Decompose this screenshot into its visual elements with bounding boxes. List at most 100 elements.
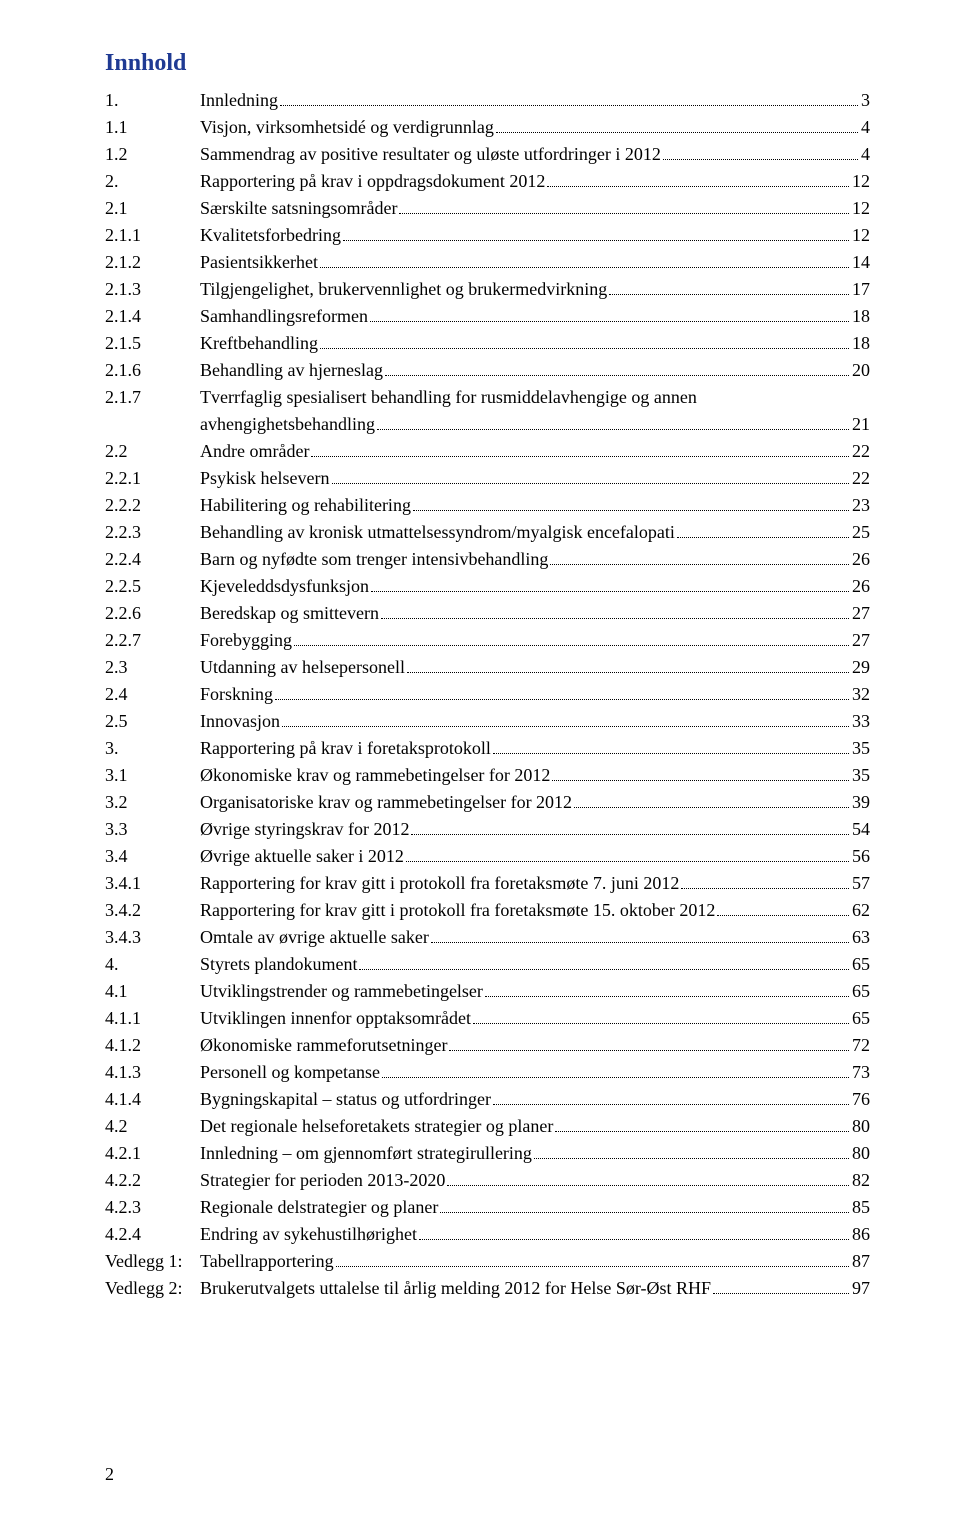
toc-entry: 4.1.3Personell og kompetanse73 [105,1059,870,1086]
toc-entry-page: 65 [852,951,870,978]
toc-entry-page: 12 [852,168,870,195]
toc-entry: 1.2Sammendrag av positive resultater og … [105,141,870,168]
toc-leader [411,834,849,835]
toc-entry: 4.2Det regionale helseforetakets strateg… [105,1113,870,1140]
toc-entry-body: Innovasjon33 [200,708,870,735]
toc-entry-text: Visjon, virksomhetsidé og verdigrunnlag [200,114,494,141]
toc-entry-body: Omtale av øvrige aktuelle saker63 [200,924,870,951]
toc-entry-body: Behandling av hjerneslag20 [200,357,870,384]
toc-entry: 3.1Økonomiske krav og rammebetingelser f… [105,762,870,789]
toc-entry: 2.1.2Pasientsikkerhet14 [105,249,870,276]
toc-entry-number: 4.2.4 [105,1221,200,1248]
toc-entry: 1.1Visjon, virksomhetsidé og verdigrunnl… [105,114,870,141]
toc-entry: Vedlegg 1:Tabellrapportering87 [105,1248,870,1275]
toc-entry-body: Habilitering og rehabilitering23 [200,492,870,519]
toc-entry-body: Innledning – om gjennomført strategirull… [200,1140,870,1167]
toc-entry-text: Økonomiske rammeforutsetninger [200,1032,447,1059]
toc-entry: 4.1.4Bygningskapital – status og utfordr… [105,1086,870,1113]
toc-entry-body: Økonomiske krav og rammebetingelser for … [200,762,870,789]
toc-entry-text: Innledning – om gjennomført strategirull… [200,1140,532,1167]
toc-entry: 3.4.1Rapportering for krav gitt i protok… [105,870,870,897]
toc-entry-body: Kvalitetsforbedring12 [200,222,870,249]
toc-entry-body: Behandling av kronisk utmattelsessyndrom… [200,519,870,546]
page-number: 2 [105,1464,114,1485]
toc-entry-page: 87 [852,1248,870,1275]
toc-entry-number: 2.2.5 [105,573,200,600]
toc-entry-text: Kreftbehandling [200,330,318,357]
toc-leader [717,915,849,916]
toc-entry: 2.2.6Beredskap og smittevern27 [105,600,870,627]
toc-entry-body: Innledning3 [200,87,870,114]
table-of-contents: 1.Innledning31.1Visjon, virksomhetsidé o… [105,87,870,1302]
document-page: Innhold 1.Innledning31.1Visjon, virksomh… [0,0,960,1515]
toc-entry-number: 2.5 [105,708,200,735]
toc-entry-text: Organisatoriske krav og rammebetingelser… [200,789,572,816]
toc-entry-text: Forskning [200,681,273,708]
toc-entry-page: 54 [852,816,870,843]
toc-title: Innhold [105,50,870,77]
toc-entry-page: 27 [852,627,870,654]
toc-leader [377,429,849,430]
toc-entry: 2.4Forskning32 [105,681,870,708]
toc-entry-text: Bygningskapital – status og utfordringer [200,1086,491,1113]
toc-entry-text: Psykisk helsevern [200,465,330,492]
toc-entry-text: Utviklingstrender og rammebetingelser [200,978,483,1005]
toc-entry-text: Behandling av kronisk utmattelsessyndrom… [200,519,675,546]
toc-entry-text: Øvrige styringskrav for 2012 [200,816,409,843]
toc-entry-number: 2.1.4 [105,303,200,330]
toc-entry-number: 4.2.3 [105,1194,200,1221]
toc-entry-page: 35 [852,735,870,762]
toc-entry-body: Endring av sykehustilhørighet86 [200,1221,870,1248]
toc-entry-number: 1.1 [105,114,200,141]
toc-leader [359,969,849,970]
toc-entry-number: 2.2.1 [105,465,200,492]
toc-entry-text: Sammendrag av positive resultater og ulø… [200,141,661,168]
toc-entry-page: 12 [852,195,870,222]
toc-entry-text: Det regionale helseforetakets strategier… [200,1113,553,1140]
toc-entry: 2.1.7Tverrfaglig spesialisert behandling… [105,384,870,411]
toc-entry-page: 73 [852,1059,870,1086]
toc-entry: 4.2.2Strategier for perioden 2013-202082 [105,1167,870,1194]
toc-entry-number: 2.2.2 [105,492,200,519]
toc-leader [496,132,858,133]
toc-leader [399,213,849,214]
toc-entry: 3.Rapportering på krav i foretaksprotoko… [105,735,870,762]
toc-entry-text: Regionale delstrategier og planer [200,1194,438,1221]
toc-entry-body: Rapportering på krav i foretaksprotokoll… [200,735,870,762]
toc-entry-body: Strategier for perioden 2013-202082 [200,1167,870,1194]
toc-entry-body: Beredskap og smittevern27 [200,600,870,627]
toc-entry-body: Styrets plandokument65 [200,951,870,978]
toc-entry-body: Øvrige aktuelle saker i 201256 [200,843,870,870]
toc-entry-body: Utviklingen innenfor opptaksområdet65 [200,1005,870,1032]
toc-entry-body: Sammendrag av positive resultater og ulø… [200,141,870,168]
toc-entry: Vedlegg 2:Brukerutvalgets uttalelse til … [105,1275,870,1302]
toc-entry: 2.2.1Psykisk helsevern22 [105,465,870,492]
toc-entry-page: 57 [852,870,870,897]
toc-entry-body: Rapportering for krav gitt i protokoll f… [200,870,870,897]
toc-entry-body: Samhandlingsreformen18 [200,303,870,330]
toc-leader [275,699,849,700]
toc-entry-page: 4 [861,141,870,168]
toc-entry-number: 4.1.3 [105,1059,200,1086]
toc-entry-body: Brukerutvalgets uttalelse til årlig meld… [200,1275,870,1302]
toc-entry-body: Kreftbehandling18 [200,330,870,357]
toc-entry-number: 2.1.3 [105,276,200,303]
toc-entry: 2.1.3Tilgjengelighet, brukervennlighet o… [105,276,870,303]
toc-entry-page: 76 [852,1086,870,1113]
toc-entry-body: Personell og kompetanse73 [200,1059,870,1086]
toc-leader [332,483,850,484]
toc-entry-body: Tilgjengelighet, brukervennlighet og bru… [200,276,870,303]
toc-entry-body: Særskilte satsningsområder12 [200,195,870,222]
toc-entry: 2.3Utdanning av helsepersonell29 [105,654,870,681]
toc-leader [493,753,849,754]
toc-entry-number: 2.2.4 [105,546,200,573]
toc-entry-body: Psykisk helsevern22 [200,465,870,492]
toc-entry-page: 22 [852,438,870,465]
toc-entry-page: 25 [852,519,870,546]
toc-entry-body: Utdanning av helsepersonell29 [200,654,870,681]
toc-leader [534,1158,849,1159]
toc-leader [419,1239,849,1240]
toc-entry-number: 4.1.4 [105,1086,200,1113]
toc-entry: avhengighetsbehandling21 [105,411,870,438]
toc-entry-text: Rapportering for krav gitt i protokoll f… [200,897,715,924]
